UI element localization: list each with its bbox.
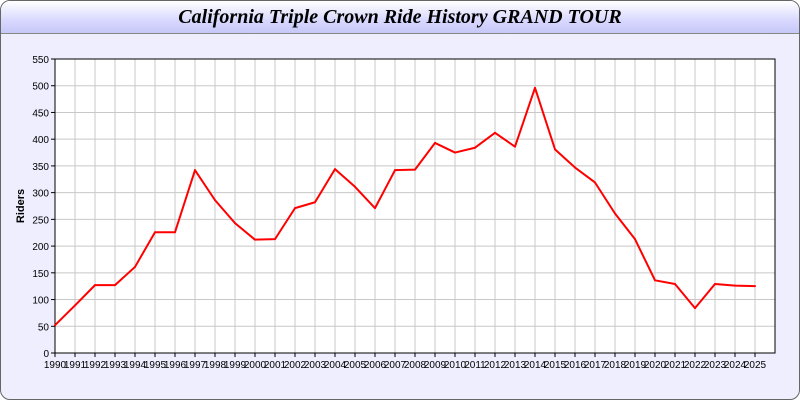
y-tick-label: 550 — [32, 55, 49, 66]
y-tick-label: 500 — [32, 82, 49, 93]
x-tick-label: 1999 — [224, 360, 247, 371]
x-tick-label: 2002 — [284, 360, 307, 371]
title-bar: California Triple Crown Ride History GRA… — [1, 1, 799, 34]
x-tick-label: 2006 — [364, 360, 387, 371]
y-tick-label: 50 — [38, 322, 50, 333]
y-tick-label: 200 — [32, 242, 49, 253]
y-tick-label: 400 — [32, 135, 49, 146]
y-tick-label: 350 — [32, 162, 49, 173]
x-tick-label: 2012 — [484, 360, 507, 371]
x-tick-label: 2003 — [304, 360, 327, 371]
x-tick-label: 2008 — [404, 360, 427, 371]
x-tick-label: 2023 — [704, 360, 727, 371]
y-tick-label: 300 — [32, 189, 49, 200]
x-tick-label: 2015 — [544, 360, 567, 371]
y-axis-label: Riders — [15, 189, 27, 223]
x-tick-label: 2020 — [644, 360, 667, 371]
x-tick-label: 1994 — [124, 360, 147, 371]
y-tick-label: 150 — [32, 269, 49, 280]
x-tick-label: 2016 — [564, 360, 587, 371]
x-tick-label: 2018 — [604, 360, 627, 371]
x-tick-label: 2000 — [244, 360, 267, 371]
y-tick-label: 100 — [32, 296, 49, 307]
x-tick-label: 2022 — [684, 360, 707, 371]
x-tick-label: 2010 — [444, 360, 467, 371]
chart-title: California Triple Crown Ride History GRA… — [178, 6, 622, 28]
x-tick-label: 2019 — [624, 360, 647, 371]
x-tick-label: 2021 — [664, 360, 687, 371]
x-tick-label: 2017 — [584, 360, 607, 371]
y-tick-label: 450 — [32, 108, 49, 119]
x-tick-label: 1990 — [44, 360, 67, 371]
x-tick-label: 1993 — [104, 360, 127, 371]
x-tick-label: 2013 — [504, 360, 527, 371]
y-tick-label: 250 — [32, 215, 49, 226]
x-tick-label: 2005 — [344, 360, 367, 371]
x-tick-label: 1992 — [84, 360, 107, 371]
x-tick-label: 2011 — [464, 360, 486, 371]
y-tick-label: 0 — [43, 349, 49, 360]
x-tick-label: 1997 — [184, 360, 207, 371]
x-tick-label: 1991 — [64, 360, 87, 371]
x-tick-label: 2014 — [524, 360, 547, 371]
x-tick-label: 2024 — [724, 360, 747, 371]
x-tick-label: 1995 — [144, 360, 167, 371]
x-tick-label: 2001 — [264, 360, 287, 371]
x-tick-label: 1996 — [164, 360, 187, 371]
series-line — [54, 86, 756, 326]
x-tick-label: 1998 — [204, 360, 227, 371]
x-tick-label: 2004 — [324, 360, 347, 371]
x-tick-label: 2025 — [744, 360, 767, 371]
x-tick-label: 2009 — [424, 360, 447, 371]
x-tick-label: 2007 — [384, 360, 407, 371]
